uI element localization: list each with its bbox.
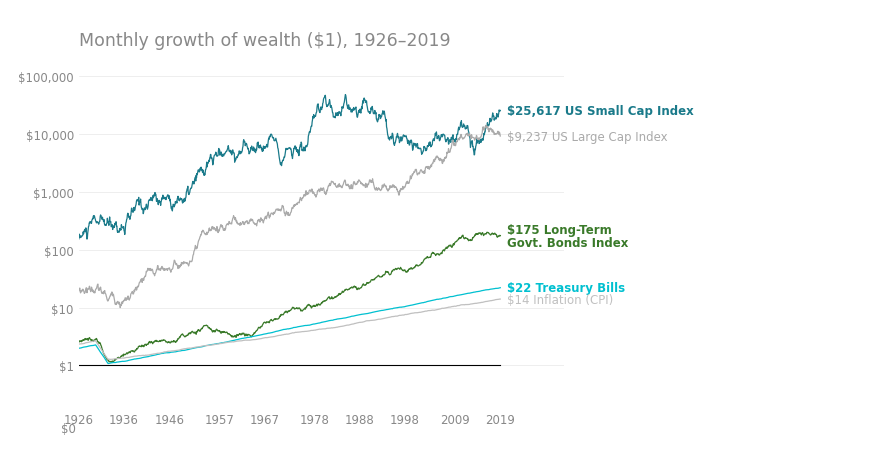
Text: $14 Inflation (CPI): $14 Inflation (CPI): [507, 293, 614, 306]
Text: $0: $0: [61, 422, 76, 436]
Text: Govt. Bonds Index: Govt. Bonds Index: [507, 236, 628, 249]
Text: $9,237 US Large Cap Index: $9,237 US Large Cap Index: [507, 130, 668, 143]
Text: $175 Long-Term: $175 Long-Term: [507, 223, 612, 236]
Text: Monthly growth of wealth ($1), 1926–2019: Monthly growth of wealth ($1), 1926–2019: [79, 32, 450, 50]
Text: $25,617 US Small Cap Index: $25,617 US Small Cap Index: [507, 105, 694, 118]
Text: $22 Treasury Bills: $22 Treasury Bills: [507, 281, 625, 295]
